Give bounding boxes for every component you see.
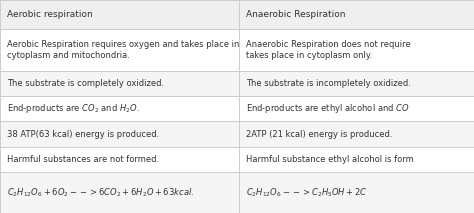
Bar (239, 172, 474, 213)
Bar (239, 121, 474, 147)
Bar (239, 147, 474, 172)
Bar (239, 29, 474, 71)
Bar (0, 0, 239, 29)
Bar (0, 96, 239, 121)
Text: Harmful substances are not formed.: Harmful substances are not formed. (7, 155, 159, 164)
Bar (0, 147, 239, 172)
Text: The substrate is completely oxidized.: The substrate is completely oxidized. (7, 79, 164, 88)
Bar (0, 121, 239, 147)
Bar (239, 0, 474, 29)
Text: Aerobic Respiration requires oxygen and takes place in
cytoplasm and mitochondri: Aerobic Respiration requires oxygen and … (7, 40, 239, 59)
Text: 38 ATP(63 kcal) energy is produced.: 38 ATP(63 kcal) energy is produced. (7, 130, 159, 139)
Bar (239, 96, 474, 121)
Text: Anaerobic Respiration does not require
takes place in cytoplasm only.: Anaerobic Respiration does not require t… (246, 40, 411, 59)
Text: The substrate is incompletely oxidized.: The substrate is incompletely oxidized. (246, 79, 411, 88)
Text: End-products are ethyl alcohol and $CO$: End-products are ethyl alcohol and $CO$ (246, 102, 410, 115)
Text: Aerobic respiration: Aerobic respiration (7, 10, 93, 19)
Text: Harmful substance ethyl alcohol is form: Harmful substance ethyl alcohol is form (246, 155, 414, 164)
Text: $C_2H_{12}O_6 + 6O_2 - - > 6CO_2 + 6H_2O + 63kcal.$: $C_2H_{12}O_6 + 6O_2 - - > 6CO_2 + 6H_2O… (7, 186, 194, 199)
Bar (0, 71, 239, 96)
Text: End-products are $CO_2$ and $H_2O$.: End-products are $CO_2$ and $H_2O$. (7, 102, 140, 115)
Bar (0, 29, 239, 71)
Bar (239, 71, 474, 96)
Text: 2ATP (21 kcal) energy is produced.: 2ATP (21 kcal) energy is produced. (246, 130, 393, 139)
Text: Anaerobic Respiration: Anaerobic Respiration (246, 10, 346, 19)
Bar (0, 172, 239, 213)
Text: $C_2H_{12}O_6 - - > C_2H_5OH + 2C$: $C_2H_{12}O_6 - - > C_2H_5OH + 2C$ (246, 186, 368, 199)
